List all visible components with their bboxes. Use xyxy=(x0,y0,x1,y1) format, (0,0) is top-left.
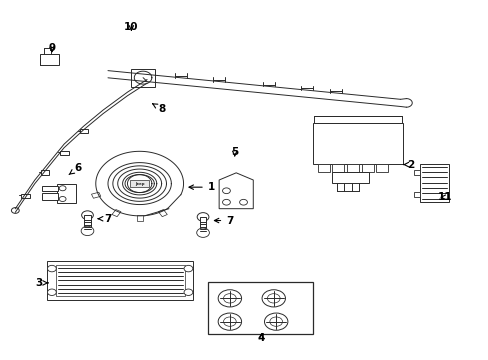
Text: 11: 11 xyxy=(437,192,452,202)
Text: 7: 7 xyxy=(214,216,233,225)
Bar xyxy=(47,261,193,300)
Text: 10: 10 xyxy=(124,22,138,32)
Polygon shape xyxy=(219,173,253,209)
Circle shape xyxy=(239,199,247,205)
Circle shape xyxy=(81,211,93,220)
Bar xyxy=(21,194,30,198)
Bar xyxy=(42,186,58,192)
Bar xyxy=(80,129,88,134)
Bar xyxy=(40,54,59,65)
Circle shape xyxy=(218,313,241,330)
Circle shape xyxy=(197,213,208,221)
Bar xyxy=(131,69,155,87)
Circle shape xyxy=(59,186,66,191)
Text: 9: 9 xyxy=(48,43,55,53)
Text: 8: 8 xyxy=(152,104,165,114)
Bar xyxy=(158,210,167,217)
Bar xyxy=(112,210,121,217)
Circle shape xyxy=(223,294,236,303)
Bar xyxy=(419,164,448,202)
Bar xyxy=(60,150,69,155)
Text: 2: 2 xyxy=(403,159,413,170)
Bar xyxy=(199,217,206,233)
Bar xyxy=(314,116,401,123)
Circle shape xyxy=(262,290,285,307)
Bar xyxy=(57,184,76,203)
Text: 7: 7 xyxy=(98,214,111,224)
Bar xyxy=(41,170,49,175)
Circle shape xyxy=(183,265,192,272)
Bar xyxy=(361,164,373,172)
Circle shape xyxy=(196,228,209,237)
Circle shape xyxy=(81,226,94,235)
Circle shape xyxy=(183,289,192,296)
Bar xyxy=(207,282,312,334)
Bar xyxy=(375,164,387,172)
Bar xyxy=(331,164,344,172)
Circle shape xyxy=(269,317,282,326)
Bar xyxy=(130,180,149,187)
Circle shape xyxy=(59,197,66,202)
Circle shape xyxy=(222,188,230,194)
Bar xyxy=(346,164,358,172)
Bar xyxy=(84,215,91,231)
Text: 6: 6 xyxy=(69,163,81,175)
Bar xyxy=(413,192,419,197)
Text: 3: 3 xyxy=(35,278,48,288)
Circle shape xyxy=(264,313,287,330)
Text: Jeep: Jeep xyxy=(135,181,144,186)
Text: 5: 5 xyxy=(231,147,238,157)
Circle shape xyxy=(267,294,280,303)
Bar xyxy=(56,265,184,296)
Circle shape xyxy=(218,290,241,307)
Circle shape xyxy=(47,289,56,296)
Bar xyxy=(137,215,142,221)
Circle shape xyxy=(11,208,19,213)
Circle shape xyxy=(47,265,56,272)
Bar xyxy=(312,123,402,164)
Bar xyxy=(331,172,368,183)
Bar xyxy=(413,170,419,175)
Text: 4: 4 xyxy=(257,333,264,343)
Bar xyxy=(42,193,58,201)
Text: 1: 1 xyxy=(189,182,215,192)
Circle shape xyxy=(222,199,230,205)
Bar xyxy=(317,164,329,172)
Bar xyxy=(91,192,101,198)
Circle shape xyxy=(223,317,236,326)
